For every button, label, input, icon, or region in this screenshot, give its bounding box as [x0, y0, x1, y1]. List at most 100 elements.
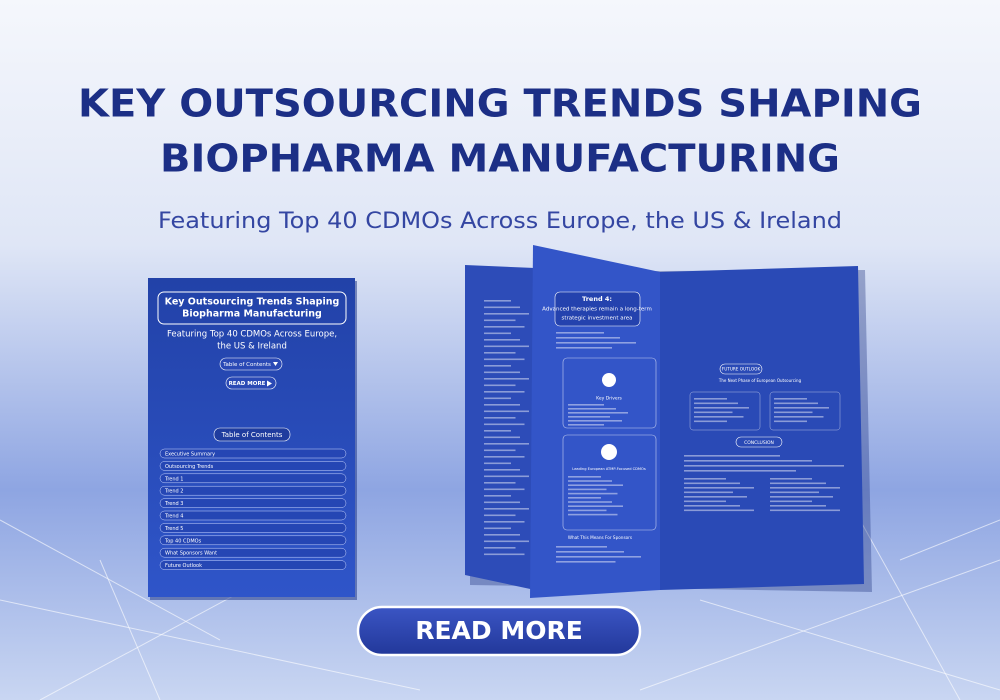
text-line [484, 495, 511, 497]
text-line [770, 509, 840, 512]
text-line [568, 412, 628, 414]
text-line [774, 402, 818, 405]
text-line [484, 501, 520, 504]
toc-item: Executive Summary [165, 452, 215, 458]
text-line [484, 365, 511, 367]
text-line [484, 475, 529, 478]
read-more-label[interactable]: READ MORE [415, 616, 583, 645]
text-line [684, 496, 747, 498]
text-line [774, 420, 807, 423]
toc-item-box [159, 485, 347, 496]
text-line [694, 416, 744, 418]
cover-title: Biopharma Manufacturing [182, 309, 322, 320]
toc-button: Table of Contents [222, 362, 271, 368]
text-line [568, 513, 618, 516]
text-line [484, 417, 516, 419]
text-line [484, 534, 520, 536]
text-line [770, 500, 812, 503]
text-line [568, 408, 616, 410]
text-line [684, 478, 726, 480]
text-line [568, 488, 607, 491]
text-line [484, 521, 525, 523]
text-line [770, 496, 833, 498]
trend-label: Trend 4: [582, 295, 612, 303]
toc-item: Top 40 CDMOs [164, 538, 202, 544]
text-line [484, 397, 511, 400]
toc-item-box [159, 448, 347, 459]
text-line [484, 514, 516, 517]
toc-list: Executive Summary Outsourcing Trends Trend… [159, 448, 347, 570]
text-line [770, 482, 826, 485]
conclusion: CONCLUSION [744, 440, 774, 446]
text-line [484, 456, 525, 458]
text-line [484, 371, 520, 374]
text-line [568, 480, 612, 482]
text-line [484, 527, 511, 530]
text-line [484, 436, 520, 439]
page-text-lines [484, 300, 844, 563]
text-line [484, 449, 516, 452]
text-line [484, 410, 529, 413]
text-line [684, 470, 796, 472]
subtitle: Featuring Top 40 CDMOs Across Europe, th… [158, 209, 842, 234]
toc-item: Trend 3 [164, 501, 183, 507]
text-line [684, 509, 754, 512]
toc-item-box [159, 560, 347, 570]
trend-title: Advanced therapies remain a long-term [542, 307, 652, 313]
title-line: KEY OUTSOURCING TRENDS SHAPING [78, 82, 922, 126]
text-line [484, 430, 511, 432]
text-line [556, 561, 616, 563]
text-line [484, 482, 516, 484]
read-more-small: READ MORE [229, 381, 266, 387]
trend-title: strategic investment area [561, 316, 632, 322]
text-line [556, 337, 620, 339]
cover-title: Key Outsourcing Trends Shaping [165, 297, 340, 308]
text-line [484, 391, 525, 393]
text-line [484, 443, 529, 445]
text-line [484, 423, 525, 426]
text-line [694, 398, 727, 400]
text-line [770, 487, 840, 489]
read-more-button[interactable] [356, 605, 642, 657]
text-line [774, 411, 813, 414]
text-line [568, 497, 601, 499]
text-line [484, 508, 529, 510]
text-line [556, 546, 607, 548]
text-line [484, 553, 525, 556]
text-line [684, 500, 726, 503]
cover-subtitle: the US & Ireland [217, 342, 287, 352]
text-line [556, 556, 641, 558]
leading-cdmos: Leading European ATMP-Focused CDMOs [572, 467, 646, 471]
toc-item: Future Outlook [165, 563, 202, 569]
text-line [568, 420, 622, 422]
text-line [568, 492, 618, 495]
text-line [684, 460, 812, 462]
text-line [484, 345, 529, 348]
text-line [568, 484, 623, 486]
toc-item: Outsourcing Trends [165, 464, 214, 470]
text-line [484, 384, 516, 387]
toc-item: Trend 5 [164, 526, 183, 532]
text-line [484, 339, 520, 341]
toc-item-box [159, 523, 347, 533]
toc-item-box [159, 510, 347, 521]
text-line [694, 420, 727, 423]
text-line [770, 478, 812, 480]
toc-item: What Sponsors Want [165, 551, 217, 557]
text-line [484, 404, 520, 406]
text-line [484, 469, 520, 471]
text-line [556, 551, 624, 553]
text-line [568, 476, 601, 478]
text-line [556, 347, 612, 349]
text-line [770, 491, 819, 494]
text-line [484, 462, 511, 465]
text-line [484, 358, 525, 361]
text-line [568, 501, 612, 503]
text-line [556, 342, 636, 344]
text-line [568, 404, 604, 406]
text-line [484, 540, 529, 543]
toc-item-box [159, 473, 347, 484]
text-line [484, 306, 520, 309]
text-line [556, 332, 604, 334]
